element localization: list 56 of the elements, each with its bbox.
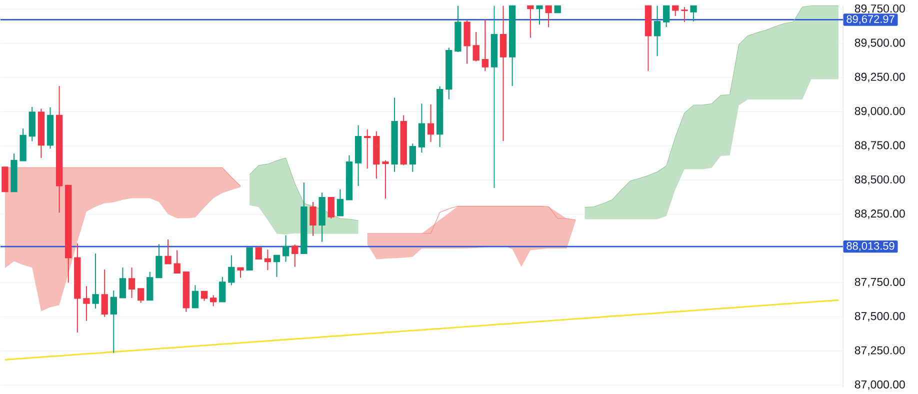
candlestick xyxy=(409,142,416,172)
y-tick-label: 89,500.00 xyxy=(854,38,905,48)
y-tick-label: 87,000.00 xyxy=(854,380,905,390)
candlestick xyxy=(119,266,126,298)
candlestick xyxy=(110,290,117,354)
candlestick xyxy=(310,201,316,236)
candlestick xyxy=(219,276,226,302)
candlestick xyxy=(83,286,90,322)
candlestick xyxy=(464,20,470,64)
candlestick xyxy=(500,5,507,142)
candlestick xyxy=(654,5,661,56)
candlestick xyxy=(246,246,253,271)
candlestick xyxy=(336,188,344,216)
candlestick xyxy=(228,254,235,286)
ref-line-label: 88,013.59 xyxy=(846,242,894,251)
candlestick xyxy=(237,266,244,278)
candlestick xyxy=(482,18,488,72)
candlestick xyxy=(681,6,688,22)
candlestick xyxy=(92,252,99,309)
y-tick-label: 88,750.00 xyxy=(854,140,905,150)
candlestick xyxy=(427,104,434,142)
candlestick xyxy=(146,271,154,301)
y-tick-label: 87,750.00 xyxy=(854,278,905,288)
y-tick-label: 88,250.00 xyxy=(854,209,905,219)
candlestick xyxy=(382,160,389,199)
candlestick xyxy=(200,290,208,302)
candlestick xyxy=(472,31,480,62)
candlestick xyxy=(282,234,290,262)
candlestick xyxy=(192,284,199,308)
candlestick xyxy=(164,238,172,264)
y-tick-label: 89,750.00 xyxy=(854,4,905,14)
candlestick xyxy=(156,244,162,278)
candlestick xyxy=(138,288,144,304)
candlestick xyxy=(174,250,180,274)
candlestick xyxy=(545,5,552,28)
ref-line-label: 89,672.97 xyxy=(846,15,894,24)
y-tick-label: 87,250.00 xyxy=(854,346,905,356)
candlestick xyxy=(292,244,298,268)
candlestick xyxy=(364,128,371,169)
candlestick xyxy=(690,5,697,22)
candlestick xyxy=(273,254,280,278)
candlestick xyxy=(210,294,217,307)
y-tick-label: 87,500.00 xyxy=(854,312,905,322)
candlestick xyxy=(101,268,108,318)
candlestick xyxy=(663,5,670,28)
candlestick xyxy=(527,5,534,38)
candlestick xyxy=(264,248,272,271)
candlestick xyxy=(418,102,426,153)
y-tick-label: 89,250.00 xyxy=(854,72,905,82)
candlestick xyxy=(328,196,334,219)
candlestick xyxy=(672,5,679,16)
y-tick-label: 89,000.00 xyxy=(854,106,905,116)
candlestick xyxy=(128,266,136,298)
candlestick xyxy=(536,5,543,25)
candlestick xyxy=(255,246,262,260)
y-tick-label: 88,500.00 xyxy=(854,175,905,185)
